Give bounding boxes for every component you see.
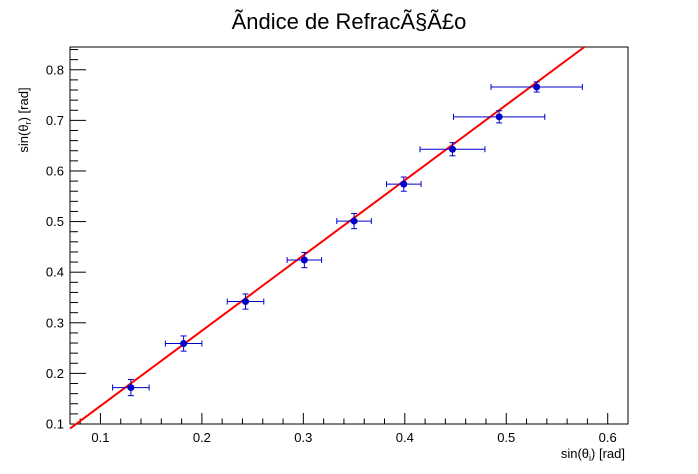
y-tick-label: 0.1: [46, 417, 64, 432]
x-tick-label: 0.4: [396, 430, 414, 445]
data-point: [127, 384, 135, 392]
y-tick-label: 0.4: [46, 265, 64, 280]
data-point: [448, 145, 456, 153]
x-tick-label: 0.1: [91, 430, 109, 445]
y-axis-label: sin(θr) [rad]: [16, 87, 33, 152]
y-axis: 0.1 0.2 0.3 0.4 0.5 0.6 0.7 0.8: [46, 49, 86, 432]
data-point: [400, 180, 408, 188]
data-point-group: [286, 251, 323, 269]
data-point-group: [490, 81, 583, 93]
plot-frame: [69, 46, 629, 425]
data-point-group: [112, 378, 150, 397]
x-tick-label: 0.3: [294, 430, 312, 445]
data-point: [242, 298, 250, 306]
data-point-group: [164, 335, 203, 352]
data-point: [495, 113, 503, 121]
x-axis-label: sin(θi) [rad]: [561, 446, 625, 463]
chart-title: Ãndice de RefracÃ§Ã£o: [232, 9, 467, 34]
data-point: [180, 340, 188, 348]
y-tick-label: 0.3: [46, 315, 64, 330]
y-tick-label: 0.6: [46, 163, 64, 178]
data-point-group: [419, 142, 486, 157]
data-point-group: [386, 176, 422, 192]
fit-line: [69, 46, 585, 430]
data-point: [300, 256, 308, 264]
x-axis: 0.1 0.2 0.3 0.4 0.5 0.6: [79, 413, 629, 445]
y-tick-label: 0.7: [46, 113, 64, 128]
data-point-group: [336, 212, 372, 230]
y-tick-label: 0.5: [46, 214, 64, 229]
data-point-group: [226, 293, 265, 310]
y-tick-label: 0.8: [46, 62, 64, 77]
data-point-group: [452, 110, 546, 124]
y-tick-label: 0.2: [46, 366, 64, 381]
x-tick-label: 0.5: [497, 430, 515, 445]
data-series: [112, 81, 583, 397]
data-point: [350, 217, 358, 225]
x-tick-label: 0.6: [599, 430, 617, 445]
x-tick-label: 0.2: [193, 430, 211, 445]
data-point: [533, 83, 541, 91]
